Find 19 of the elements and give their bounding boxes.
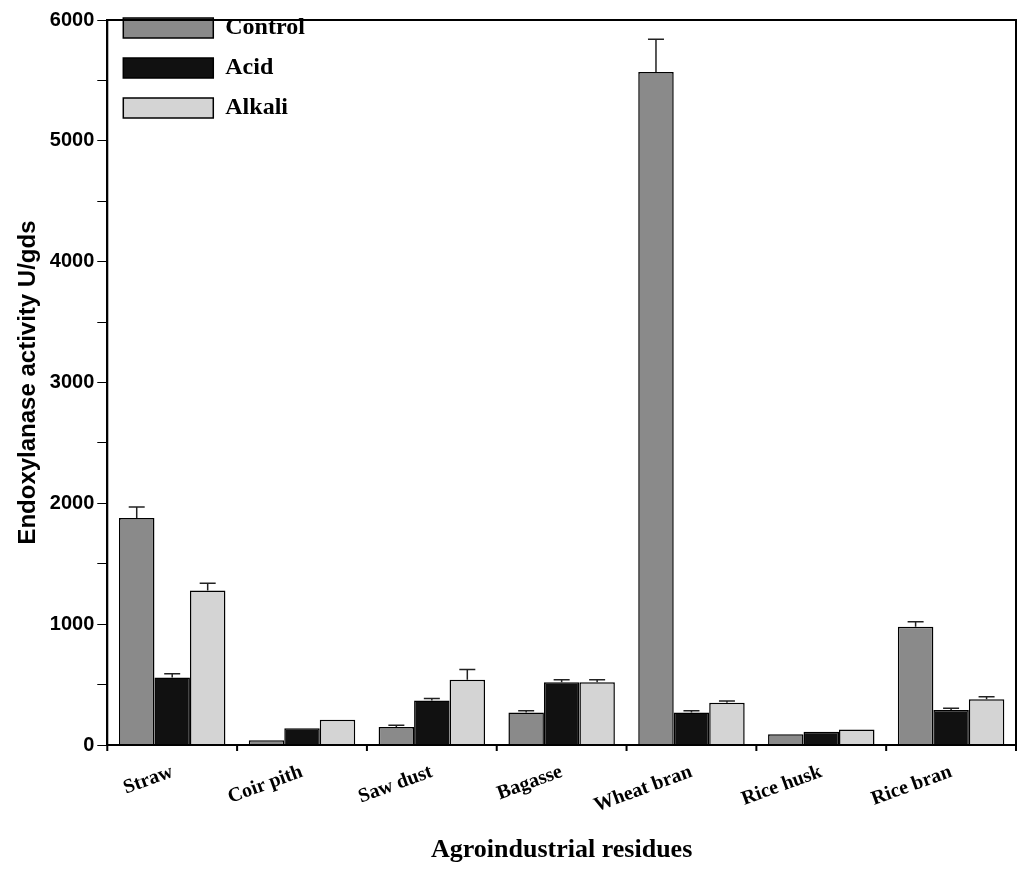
y-tick-label: 1000 xyxy=(49,611,95,634)
legend-label: Acid xyxy=(225,53,274,80)
y-tick-label: 2000 xyxy=(49,490,95,513)
y-tick-label: 6000 xyxy=(49,7,95,30)
x-tick-label: Rice bran xyxy=(867,759,955,809)
x-tick-label: Straw xyxy=(119,759,176,798)
legend-label: Alkali xyxy=(225,93,289,120)
x-tick-label: Rice husk xyxy=(738,759,826,809)
x-tick-label: Wheat bran xyxy=(590,759,695,816)
y-tick-label: 4000 xyxy=(49,249,95,272)
y-axis-title: Endoxylanase activity U/gds xyxy=(13,220,41,545)
x-tick-label: Bagasse xyxy=(493,759,566,805)
x-tick-label: Coir pith xyxy=(224,759,306,808)
y-tick-label: 3000 xyxy=(49,370,95,393)
y-tick-label: 0 xyxy=(83,732,95,755)
x-tick-label: Saw dust xyxy=(354,759,436,807)
legend-label: Control xyxy=(225,13,306,40)
x-axis-title: Agroindustrial residues xyxy=(431,834,693,864)
y-tick-label: 5000 xyxy=(49,128,95,151)
